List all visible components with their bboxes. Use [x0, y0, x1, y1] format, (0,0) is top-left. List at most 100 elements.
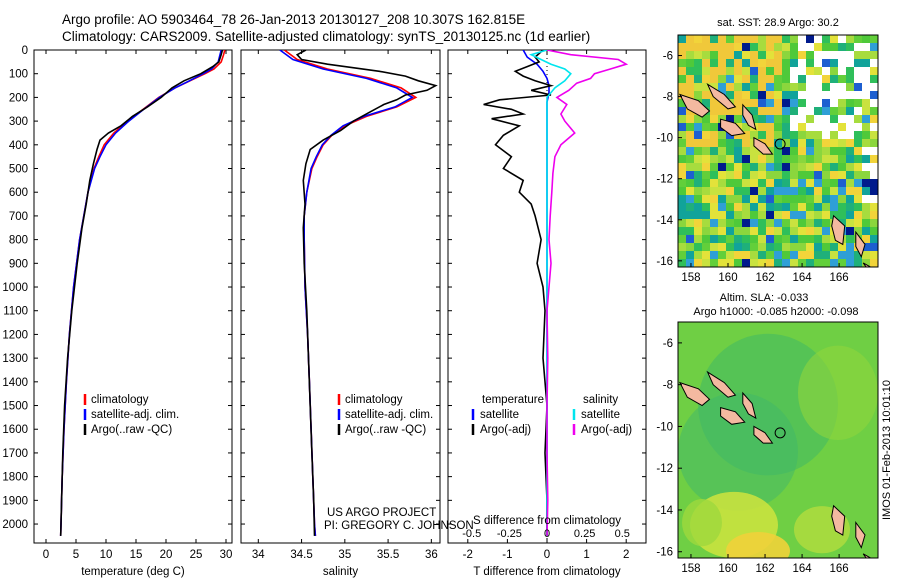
sst-cell: [854, 187, 862, 195]
sst-cell: [822, 91, 830, 99]
sst-cell: [702, 83, 710, 91]
sst-cell: [814, 139, 822, 147]
sst-cell: [774, 35, 782, 43]
sst-cell: [806, 203, 814, 211]
sst-cell: [846, 51, 854, 59]
legend-label: satellite-adj. clim.: [345, 409, 433, 421]
sst-cell: [798, 131, 806, 139]
sst-cell: [678, 123, 686, 131]
sst-cell: [774, 179, 782, 187]
sst-cell: [830, 195, 838, 203]
sst-cell: [782, 155, 790, 163]
sst-cell: [694, 243, 702, 251]
sst-cell: [806, 155, 814, 163]
sst-cell: [686, 35, 694, 43]
sst-cell: [846, 91, 854, 99]
sst-cell: [694, 203, 702, 211]
sst-cell: [686, 155, 694, 163]
sst-cell: [830, 147, 838, 155]
sst-cell: [686, 195, 694, 203]
argo-position-marker: [774, 138, 786, 150]
sst-cell: [790, 227, 798, 235]
sst-cell: [854, 139, 862, 147]
sst-cell: [798, 179, 806, 187]
sst-cell: [830, 91, 838, 99]
sst-cell: [750, 171, 758, 179]
sst-cell: [838, 243, 846, 251]
sst-cell: [678, 51, 686, 59]
secondary-tick-label: -0.25: [497, 528, 522, 540]
sst-cell: [862, 99, 870, 107]
y-tick-label: 2000: [2, 519, 28, 531]
sst-cell: [862, 211, 870, 219]
sst-cell: [774, 259, 782, 267]
secondary-axis-label: S difference from climatology: [473, 515, 621, 527]
sst-cell: [830, 75, 838, 83]
series-line-argo-raw-qc-: [59, 50, 224, 536]
x-tick-label: 34.5: [290, 549, 312, 561]
sst-cell: [790, 35, 798, 43]
sst-cell: [694, 115, 702, 123]
y-tick-label: 1800: [2, 472, 28, 484]
sst-cell: [710, 163, 718, 171]
sst-cell: [686, 147, 694, 155]
sst-cell: [790, 83, 798, 91]
sst-cell: [678, 107, 686, 115]
sst-cell: [822, 219, 830, 227]
sst-cell: [718, 147, 726, 155]
sst-cell: [822, 75, 830, 83]
sst-cell: [814, 203, 822, 211]
sst-cell: [766, 139, 774, 147]
sst-cell: [830, 235, 838, 243]
sst-cell: [806, 115, 814, 123]
sst-cell: [814, 187, 822, 195]
sst-cell: [718, 59, 726, 67]
panel-temperature: 0 5 10 15 20 25 300100200300400500600700800900…: [2, 45, 233, 578]
sst-cell: [734, 203, 742, 211]
sst-cell: [854, 123, 862, 131]
sst-cell: [710, 59, 718, 67]
sst-cell: [742, 171, 750, 179]
sst-cell: [678, 227, 686, 235]
sst-cell: [782, 115, 790, 123]
sst-cell: [782, 131, 790, 139]
sst-cell: [742, 147, 750, 155]
sst-cell: [790, 203, 798, 211]
sst-cell: [862, 35, 870, 43]
sst-cell: [838, 259, 846, 267]
sst-cell: [702, 195, 710, 203]
sst-cell: [854, 51, 862, 59]
sst-cell: [686, 187, 694, 195]
sst-cell: [774, 139, 782, 147]
sst-cell: [862, 75, 870, 83]
sst-cell: [718, 243, 726, 251]
sst-cell: [750, 211, 758, 219]
sst-cell: [790, 259, 798, 267]
sst-cell: [806, 179, 814, 187]
sst-cell: [702, 35, 710, 43]
sst-cell: [806, 219, 814, 227]
sst-cell: [854, 251, 862, 259]
sla-anomaly-blob: [682, 498, 722, 547]
sst-cell: [742, 235, 750, 243]
x-tick-label: 35.5: [377, 549, 399, 561]
sst-cell: [782, 35, 790, 43]
sst-cell: [694, 83, 702, 91]
sst-cell: [790, 99, 798, 107]
sst-cell: [766, 259, 774, 267]
sst-cell: [782, 171, 790, 179]
sst-cell: [686, 83, 694, 91]
sst-cell: [678, 83, 686, 91]
sst-cell: [782, 51, 790, 59]
sst-cell: [766, 35, 774, 43]
sst-cell: [726, 59, 734, 67]
sst-cell: [870, 43, 878, 51]
island-shape: [831, 504, 846, 536]
x-tick-label: 166: [830, 563, 849, 575]
sst-cell: [710, 251, 718, 259]
sst-cell: [854, 179, 862, 187]
sst-cell: [862, 259, 870, 267]
sst-cell: [710, 75, 718, 83]
sst-cell: [830, 131, 838, 139]
sst-cell: [678, 219, 686, 227]
